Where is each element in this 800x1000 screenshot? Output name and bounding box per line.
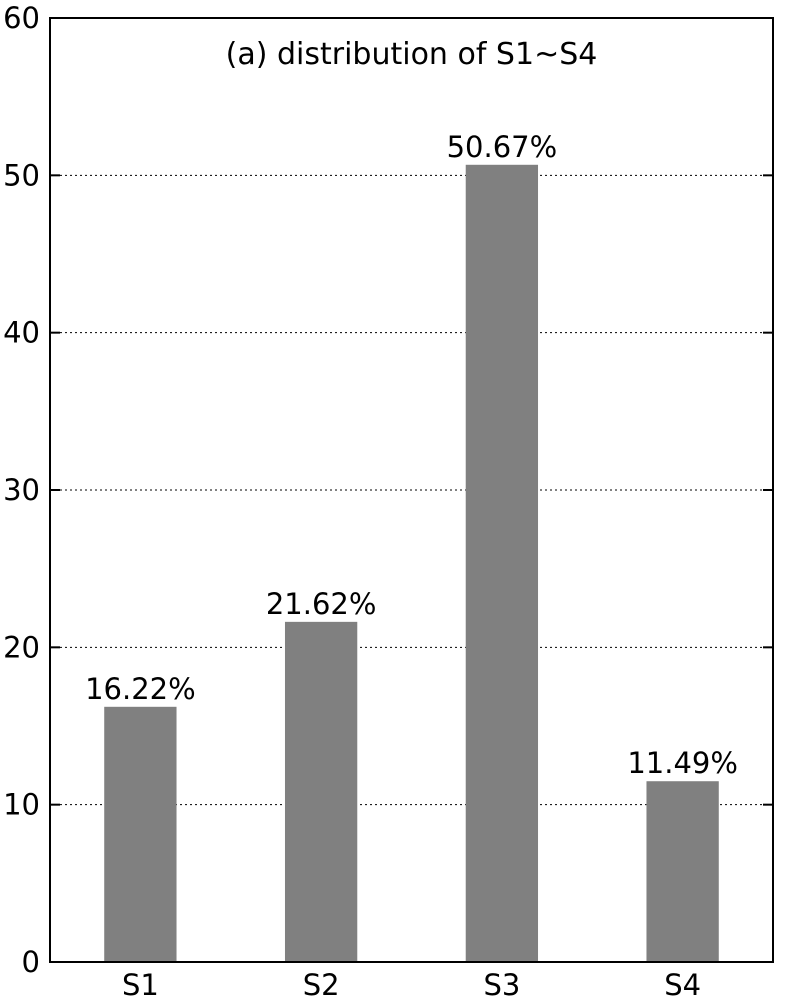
y-tick-label: 0 xyxy=(22,945,40,979)
bar-s1 xyxy=(104,706,177,962)
bars-layer xyxy=(104,164,719,963)
y-tick-label-layer: 0 10 20 30 40 50 60 xyxy=(3,1,40,979)
plot-frame xyxy=(49,17,774,963)
y-tick-label: 30 xyxy=(3,473,40,507)
x-tick-label: S1 xyxy=(122,968,159,1000)
data-label-layer: 16.22% 21.62% 50.67% 11.49% xyxy=(85,130,738,780)
bar-s4 xyxy=(646,781,719,962)
x-tick-label: S4 xyxy=(664,968,701,1000)
x-tick-label-layer: S1 S2 S3 S4 xyxy=(122,968,701,1000)
chart-title: (a) distribution of S1~S4 xyxy=(226,37,598,72)
y-tick-label: 60 xyxy=(3,1,40,35)
y-tick-label: 50 xyxy=(3,158,40,192)
y-tick-layer xyxy=(50,17,773,963)
bar-s3 xyxy=(465,164,539,963)
data-label: 16.22% xyxy=(85,672,196,706)
y-tick-label: 10 xyxy=(3,788,40,822)
data-label: 11.49% xyxy=(627,746,738,780)
x-tick-label: S3 xyxy=(483,968,520,1000)
data-label: 50.67% xyxy=(447,130,558,164)
x-tick-layer xyxy=(139,952,684,962)
x-tick-label: S2 xyxy=(303,968,340,1000)
y-tick-label: 20 xyxy=(3,630,40,664)
data-label: 21.62% xyxy=(266,587,377,621)
bar-s2 xyxy=(284,621,358,962)
y-tick-label: 40 xyxy=(3,316,40,350)
